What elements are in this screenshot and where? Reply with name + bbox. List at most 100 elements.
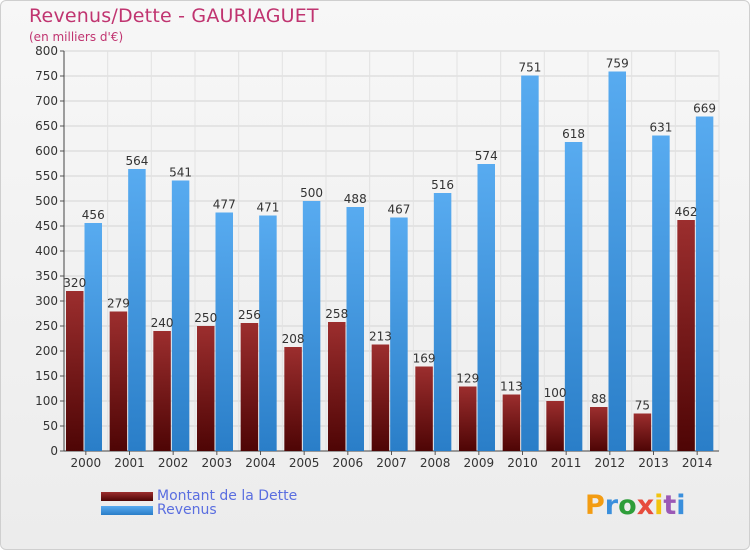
x-tick-label-2010: 2010 [507, 456, 538, 470]
data-label-debt-2004: 256 [238, 308, 261, 322]
y-tick-label: 700 [35, 94, 58, 108]
data-label-revenus-2012: 759 [606, 57, 629, 71]
data-label-debt-2005: 208 [282, 332, 305, 346]
y-tick-label: 350 [35, 269, 58, 283]
data-label-debt-2009: 129 [456, 372, 479, 386]
chart-subtitle: (en milliers d'€) [29, 30, 124, 44]
bar-debt-2014 [677, 220, 695, 451]
bars-layer [66, 71, 714, 451]
logo-letter: i [676, 490, 686, 521]
data-label-revenus-2008: 516 [431, 178, 454, 192]
bar-revenus-2009 [477, 164, 495, 451]
y-tick-label: 200 [35, 344, 58, 358]
y-tick-label: 400 [35, 244, 58, 258]
bar-revenus-2006 [346, 207, 364, 451]
legend-item-debt: Montant de la Dette [101, 488, 298, 504]
x-tick-label-2009: 2009 [464, 456, 495, 470]
x-tick-label-2006: 2006 [333, 456, 364, 470]
x-tick-label-2005: 2005 [289, 456, 320, 470]
logo-letter: t [663, 490, 677, 521]
data-label-debt-2014: 462 [675, 205, 698, 219]
x-tick-label-2011: 2011 [551, 456, 582, 470]
bar-debt-2010 [502, 394, 521, 451]
bar-revenus-2010 [521, 75, 539, 451]
data-label-debt-2008: 169 [413, 352, 436, 366]
data-label-revenus-2009: 574 [475, 149, 498, 163]
bar-revenus-2011 [564, 142, 583, 451]
y-tick-label: 800 [35, 44, 58, 58]
data-label-debt-2013: 75 [635, 399, 650, 413]
bar-debt-2006 [328, 322, 346, 451]
bar-debt-2008 [415, 366, 433, 451]
x-tick-label-2000: 2000 [71, 456, 102, 470]
y-tick-label: 450 [35, 219, 58, 233]
bar-revenus-2004 [259, 215, 277, 451]
data-label-debt-2010: 113 [500, 380, 523, 394]
bar-debt-2004 [240, 323, 259, 451]
legend-item-revenus: Revenus [101, 502, 217, 518]
data-label-revenus-2000: 456 [82, 208, 105, 222]
data-label-revenus-2004: 471 [256, 201, 279, 215]
data-label-revenus-2010: 751 [518, 61, 541, 75]
bar-revenus-2008 [433, 193, 452, 451]
bar-debt-2011 [546, 401, 564, 451]
legend-swatch-debt [101, 491, 153, 501]
bar-revenus-2002 [171, 180, 190, 451]
data-label-debt-2011: 100 [544, 386, 567, 400]
data-label-debt-2000: 320 [63, 276, 86, 290]
y-tick-label: 0 [50, 444, 58, 458]
legend-label-revenus: Revenus [157, 502, 217, 518]
y-tick-label: 50 [43, 419, 58, 433]
bar-revenus-2000 [84, 223, 102, 451]
bar-debt-2012 [590, 407, 608, 451]
labels-layer: 0 50 100 150 200 250 300 350 400 450 500 550 600 650 7… [35, 44, 716, 470]
data-label-debt-2007: 213 [369, 330, 392, 344]
y-tick-label: 650 [35, 119, 58, 133]
legend-label-debt: Montant de la Dette [157, 488, 298, 504]
y-tick-label: 750 [35, 69, 58, 83]
y-tick-label: 150 [35, 369, 58, 383]
data-label-revenus-2006: 488 [344, 192, 367, 206]
data-label-debt-2002: 240 [151, 316, 174, 330]
bar-revenus-2005 [302, 201, 321, 451]
bar-debt-2009 [459, 386, 477, 451]
data-label-revenus-2005: 500 [300, 186, 323, 200]
data-label-debt-2006: 258 [325, 307, 348, 321]
data-label-revenus-2002: 541 [169, 166, 192, 180]
chart-title: Revenus/Dette - GAURIAGUET [29, 5, 319, 27]
bar-revenus-2014 [695, 116, 714, 451]
logo-letter: x [636, 490, 655, 521]
y-tick-label: 600 [35, 144, 58, 158]
bar-debt-2013 [633, 413, 652, 451]
bar-debt-2007 [371, 344, 390, 451]
y-tick-label: 500 [35, 194, 58, 208]
data-label-revenus-2003: 477 [213, 198, 236, 212]
logo-letter: o [618, 490, 637, 521]
bar-debt-2003 [197, 326, 215, 451]
x-tick-label-2003: 2003 [202, 456, 233, 470]
bar-debt-2005 [284, 347, 302, 451]
logo-letter: i [654, 490, 664, 521]
y-tick-label: 250 [35, 319, 58, 333]
y-tick-label: 550 [35, 169, 58, 183]
x-tick-label-2004: 2004 [245, 456, 276, 470]
data-label-revenus-2014: 669 [693, 102, 716, 116]
x-tick-label-2013: 2013 [638, 456, 669, 470]
data-label-debt-2003: 250 [194, 311, 217, 325]
y-tick-label: 100 [35, 394, 58, 408]
bar-revenus-2001 [128, 169, 146, 451]
proxiti-logo: Proxiti [585, 490, 686, 521]
bar-revenus-2007 [390, 217, 408, 451]
x-tick-label-2014: 2014 [682, 456, 713, 470]
data-label-revenus-2001: 564 [125, 154, 148, 168]
data-label-debt-2001: 279 [107, 297, 130, 311]
bar-revenus-2012 [608, 71, 626, 451]
bar-revenus-2013 [652, 135, 670, 451]
data-label-debt-2012: 88 [591, 392, 606, 406]
bar-debt-2001 [109, 311, 128, 451]
x-tick-label-2001: 2001 [114, 456, 145, 470]
data-label-revenus-2007: 467 [387, 203, 410, 217]
x-tick-label-2007: 2007 [376, 456, 407, 470]
